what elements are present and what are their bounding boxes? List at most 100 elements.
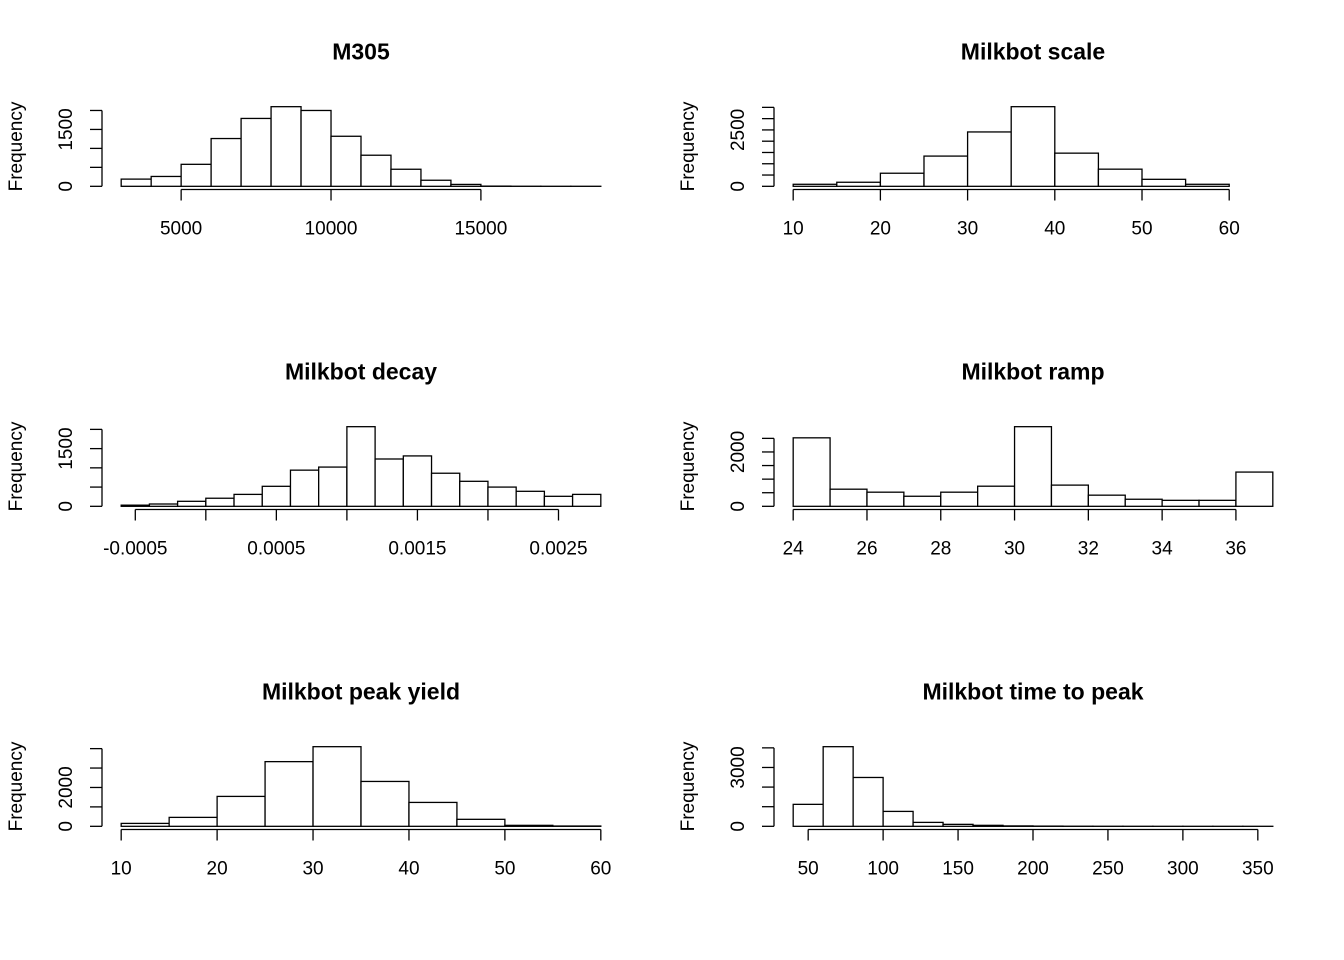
bar bbox=[972, 824, 1004, 827]
bar bbox=[270, 106, 302, 187]
x-tick-label: 60 bbox=[1219, 219, 1240, 240]
bar bbox=[318, 466, 348, 507]
x-tick-label: 36 bbox=[1225, 539, 1246, 560]
bar bbox=[120, 504, 151, 507]
chart-title: Milkbot decay bbox=[285, 359, 437, 385]
y-tick-label: 0 bbox=[728, 181, 749, 192]
x-tick-label: 15000 bbox=[454, 219, 507, 240]
chart-title: Milkbot ramp bbox=[961, 359, 1104, 385]
bar bbox=[360, 154, 392, 187]
x-tick-label: -0.0005 bbox=[103, 539, 167, 560]
bar bbox=[240, 117, 272, 187]
bar bbox=[148, 503, 179, 507]
y-axis-label: Frequency bbox=[6, 421, 27, 511]
x-tick-label: 34 bbox=[1152, 539, 1174, 560]
y-tick-label: 2000 bbox=[728, 431, 749, 473]
bar bbox=[1184, 183, 1230, 187]
y-axis-label: Frequency bbox=[678, 741, 699, 831]
y-axis-label: Frequency bbox=[6, 741, 27, 831]
bar bbox=[176, 500, 207, 507]
bar bbox=[261, 485, 292, 507]
bar bbox=[903, 495, 942, 507]
x-tick-label: 100 bbox=[867, 859, 899, 880]
bar bbox=[430, 472, 461, 507]
chart-title: Milkbot peak yield bbox=[262, 679, 460, 705]
x-tick-label: 40 bbox=[1044, 219, 1065, 240]
bar bbox=[1235, 471, 1274, 507]
y-axis-label: Frequency bbox=[678, 421, 699, 511]
bar bbox=[390, 168, 422, 187]
x-tick-label: 10 bbox=[783, 219, 804, 240]
x-tick-label: 30 bbox=[1004, 539, 1025, 560]
bar bbox=[450, 183, 482, 187]
y-tick-label: 0 bbox=[56, 501, 77, 512]
bar bbox=[792, 183, 838, 187]
bar bbox=[233, 493, 263, 507]
bar bbox=[346, 426, 376, 507]
bar bbox=[289, 469, 320, 507]
bar bbox=[1124, 498, 1163, 507]
bar bbox=[1097, 168, 1143, 187]
bar bbox=[822, 746, 854, 827]
x-tick-label: 10000 bbox=[305, 219, 358, 240]
x-tick-label: 200 bbox=[1017, 859, 1049, 880]
bar bbox=[1141, 178, 1187, 187]
x-tick-label: 20 bbox=[207, 859, 228, 880]
bar bbox=[459, 480, 489, 507]
bar bbox=[420, 179, 452, 187]
y-tick-label: 0 bbox=[728, 821, 749, 832]
x-tick-label: 32 bbox=[1078, 539, 1099, 560]
bar bbox=[923, 155, 969, 187]
bar bbox=[515, 490, 546, 507]
chart-title: Milkbot scale bbox=[961, 39, 1105, 65]
y-tick-label: 0 bbox=[56, 181, 77, 192]
bar bbox=[120, 822, 170, 827]
bar bbox=[205, 497, 235, 507]
bar bbox=[374, 458, 404, 507]
x-tick-label: 250 bbox=[1092, 859, 1124, 880]
x-tick-label: 300 bbox=[1167, 859, 1199, 880]
bar bbox=[312, 746, 362, 827]
y-tick-label: 2500 bbox=[728, 109, 749, 151]
y-tick-label: 0 bbox=[728, 501, 749, 512]
bar bbox=[1050, 484, 1089, 507]
bar bbox=[330, 135, 362, 187]
bar bbox=[210, 137, 242, 187]
bar bbox=[360, 780, 410, 827]
bar bbox=[940, 491, 979, 507]
y-axis-label: Frequency bbox=[6, 101, 27, 191]
x-tick-label: 5000 bbox=[160, 219, 202, 240]
bar bbox=[543, 495, 574, 507]
x-tick-label: 30 bbox=[957, 219, 978, 240]
x-tick-label: 10 bbox=[111, 859, 132, 880]
bar bbox=[120, 178, 152, 187]
bar bbox=[882, 810, 914, 827]
y-tick-label: 3000 bbox=[728, 746, 749, 788]
x-tick-label: 0.0015 bbox=[388, 539, 446, 560]
chart-title: Milkbot time to peak bbox=[922, 679, 1143, 705]
bar bbox=[792, 437, 831, 507]
x-tick-label: 30 bbox=[302, 859, 323, 880]
x-tick-label: 26 bbox=[856, 539, 877, 560]
chart-title: M305 bbox=[332, 39, 390, 65]
x-tick-label: 0.0005 bbox=[247, 539, 305, 560]
bar bbox=[216, 795, 266, 827]
bar bbox=[408, 801, 458, 827]
bar bbox=[879, 172, 925, 187]
bar bbox=[168, 816, 218, 827]
bar bbox=[977, 485, 1016, 507]
bar bbox=[1198, 499, 1237, 507]
bar bbox=[866, 491, 905, 507]
bar bbox=[571, 493, 602, 507]
bar bbox=[264, 760, 314, 827]
bar bbox=[1054, 152, 1100, 187]
bar bbox=[300, 109, 332, 187]
x-tick-label: 0.0025 bbox=[529, 539, 587, 560]
bar bbox=[852, 776, 884, 827]
bar bbox=[504, 824, 554, 827]
bar bbox=[1087, 494, 1126, 507]
x-tick-label: 24 bbox=[783, 539, 805, 560]
x-tick-label: 60 bbox=[590, 859, 611, 880]
x-tick-label: 50 bbox=[798, 859, 819, 880]
bar bbox=[180, 163, 212, 187]
